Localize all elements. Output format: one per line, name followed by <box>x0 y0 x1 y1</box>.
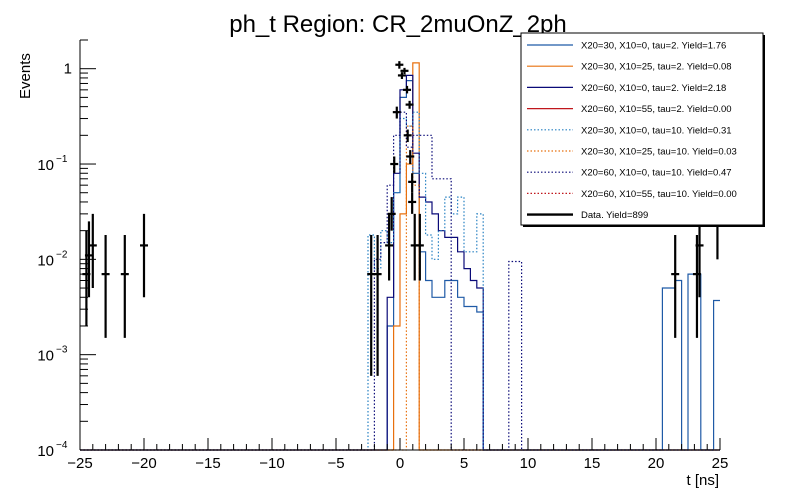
series-line-5 <box>80 111 720 451</box>
y-tick-exponent: −1 <box>56 154 68 165</box>
legend-entry: X20=30, X10=25, tau=10. Yield=0.03 <box>527 147 737 158</box>
legend-entry: X20=60, X10=0, tau=2. Yield=2.18 <box>527 83 726 94</box>
data-point <box>88 213 97 289</box>
legend-label: X20=30, X10=25, tau=10. Yield=0.03 <box>581 147 737 158</box>
legend-box <box>520 32 764 226</box>
x-tick-label: 15 <box>584 455 601 472</box>
legend-label: X20=30, X10=0, tau=2. Yield=1.76 <box>581 41 726 52</box>
legend-label: Data. Yield=899 <box>581 210 648 221</box>
series-line-3 <box>80 74 720 451</box>
data-point <box>695 213 704 298</box>
legend-label: X20=60, X10=0, tau=10. Yield=0.47 <box>581 168 732 179</box>
data-point <box>403 85 412 94</box>
legend-entry: X20=60, X10=0, tau=10. Yield=0.47 <box>527 168 732 179</box>
data-point <box>120 235 129 338</box>
x-tick-label: 20 <box>648 455 665 472</box>
data-point <box>405 100 414 109</box>
chart-title: ph_t Region: CR_2muOnZ_2ph <box>229 11 567 38</box>
legend-label: X20=60, X10=0, tau=2. Yield=2.18 <box>581 83 726 94</box>
x-tick-label: −20 <box>131 455 156 472</box>
legend-label: X20=30, X10=25, tau=2. Yield=0.08 <box>581 62 732 73</box>
data-point <box>385 213 394 281</box>
data-point <box>397 72 406 79</box>
y-axis-title: Events <box>17 53 34 99</box>
y-tick-exponent: −4 <box>56 440 68 451</box>
x-tick-label: −5 <box>327 455 344 472</box>
x-tick-label: 25 <box>712 455 729 472</box>
data-point <box>671 235 680 338</box>
data-point <box>408 192 417 214</box>
legend: X20=30, X10=0, tau=2. Yield=1.76 X20=30, … <box>520 32 765 227</box>
legend-label: X20=60, X10=55, tau=10. Yield=0.00 <box>581 189 737 200</box>
y-tick-label: 10 <box>37 252 54 269</box>
data-point <box>387 197 396 231</box>
y-tick-label: 10 <box>37 443 54 460</box>
data-point <box>392 106 401 119</box>
legend-label: X20=60, X10=55, tau=2. Yield=0.00 <box>581 104 732 115</box>
x-tick-label: −10 <box>259 455 284 472</box>
data-point <box>101 235 110 338</box>
legend-entry: X20=60, X10=55, tau=2. Yield=0.00 <box>527 104 732 115</box>
x-tick-label: 10 <box>520 455 537 472</box>
y-tick-label: 10 <box>37 157 54 174</box>
legend-entry: X20=60, X10=55, tau=10. Yield=0.00 <box>527 189 737 200</box>
x-tick-label: −15 <box>195 455 220 472</box>
axes-layer: −25 −20 −15 −10 −5 0 5 10 15 20 2510−410−310−210−1… <box>37 39 729 472</box>
y-tick-exponent: −3 <box>56 345 68 356</box>
data-point <box>403 129 412 143</box>
x-tick-label: 5 <box>460 455 468 472</box>
x-tick-label: −25 <box>67 455 92 472</box>
x-axis-title: t [ns] <box>686 472 719 489</box>
legend-entry: Data. Yield=899 <box>527 210 648 221</box>
legend-entry: X20=30, X10=0, tau=2. Yield=1.76 <box>527 41 726 52</box>
data-point <box>395 61 404 69</box>
legend-label: X20=30, X10=0, tau=10. Yield=0.31 <box>581 125 732 136</box>
data-point <box>140 213 148 298</box>
data-point <box>400 67 409 74</box>
data-point <box>390 156 399 174</box>
data-point <box>408 173 417 193</box>
data-point <box>415 213 424 281</box>
data-point <box>373 235 382 376</box>
legend-entry: X20=30, X10=25, tau=2. Yield=0.08 <box>527 62 732 73</box>
y-tick-label: 1 <box>64 61 72 78</box>
y-tick-exponent: −2 <box>56 249 68 260</box>
x-tick-label: 0 <box>396 455 404 472</box>
legend-entry: X20=30, X10=0, tau=10. Yield=0.31 <box>527 125 732 136</box>
y-tick-label: 10 <box>37 348 54 365</box>
data-point <box>406 150 415 165</box>
